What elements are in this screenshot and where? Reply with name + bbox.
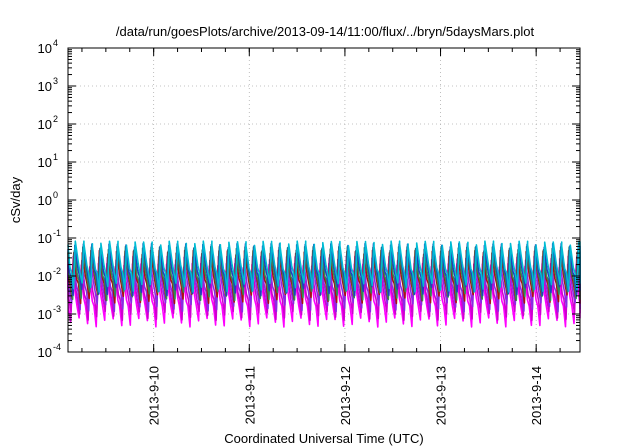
y-tick-label: 10: [38, 345, 52, 360]
x-axis-label: Coordinated Universal Time (UTC): [224, 431, 423, 446]
y-tick-label: 10: [38, 193, 52, 208]
y-tick-label: 10: [38, 155, 52, 170]
y-tick-label: 10: [38, 117, 52, 132]
y-tick-label: 10: [38, 231, 52, 246]
y-tick-exponent: 0: [53, 190, 58, 200]
series-lines: [67, 240, 581, 328]
y-tick-label: 10: [38, 269, 52, 284]
y-tick-exponent: -1: [53, 228, 61, 238]
x-tick-label: 2013-9-11: [242, 366, 257, 424]
x-tick-label: 2013-9-12: [338, 366, 353, 425]
y-tick-label: 10: [38, 79, 52, 94]
y-tick-exponent: -3: [53, 304, 61, 314]
y-axis-label: cSv/day: [8, 176, 23, 223]
y-tick-exponent: 1: [53, 152, 58, 162]
chart-title: /data/run/goesPlots/archive/2013-09-14/1…: [116, 24, 535, 39]
y-tick-exponent: 2: [53, 114, 58, 124]
y-tick-exponent: -4: [53, 342, 61, 352]
y-tick-exponent: -2: [53, 266, 61, 276]
y-tick-exponent: 3: [53, 76, 58, 86]
x-tick-label: 2013-9-13: [434, 366, 449, 425]
x-tick-label: 2013-9-10: [147, 366, 162, 425]
series-line-7: [67, 240, 581, 293]
y-tick-label: 10: [38, 307, 52, 322]
y-tick-exponent: 4: [53, 38, 58, 48]
x-tick-label: 2013-9-14: [529, 366, 544, 425]
y-tick-label: 10: [38, 41, 52, 56]
x-axis-ticks: 2013-9-10 2013-9-11 2013-9-12 2013-9-13 2013…: [81, 48, 561, 425]
